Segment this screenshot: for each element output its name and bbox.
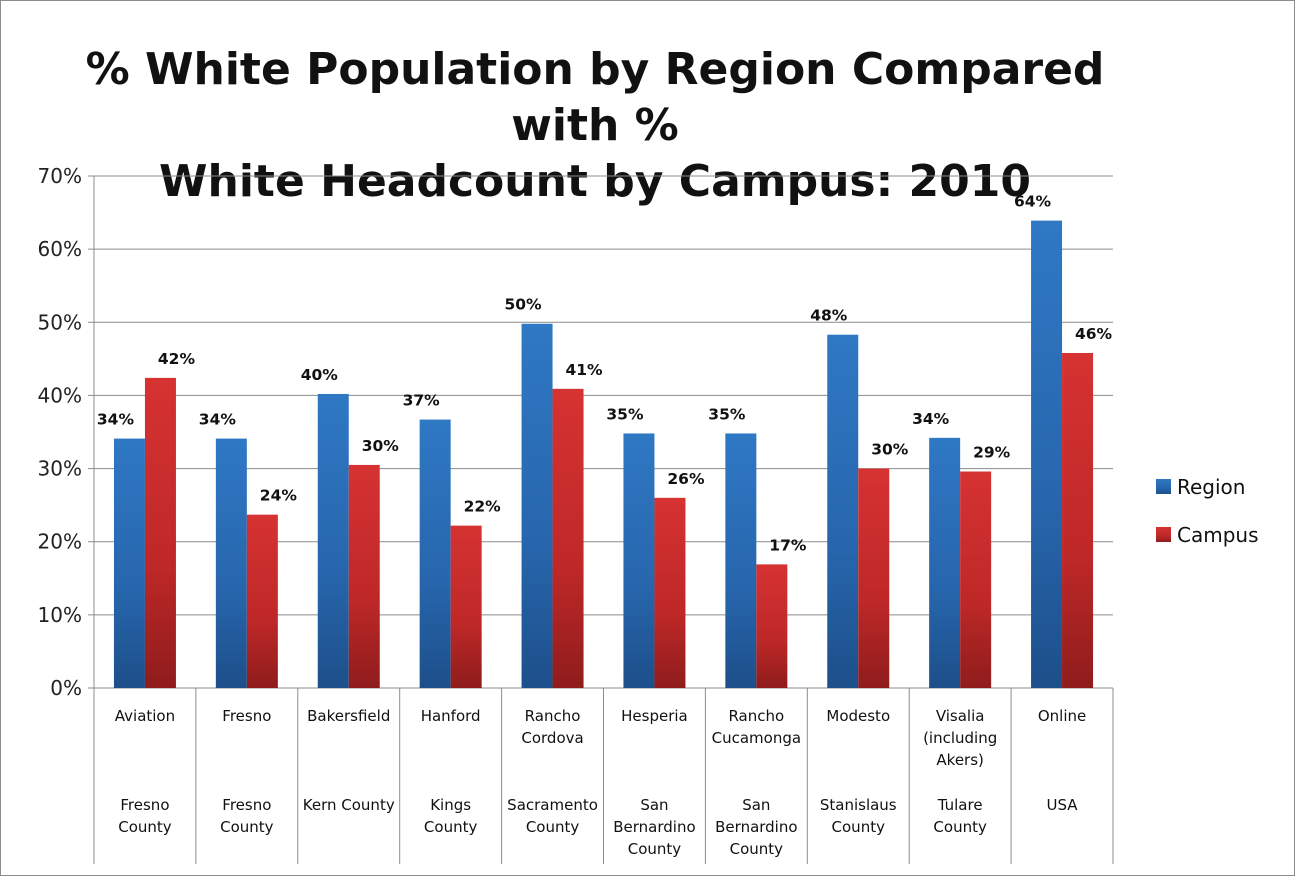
axes: 0% 10% 20% 30% 40% 50% 60% 70%	[38, 164, 1114, 864]
data-label-region: 40%	[301, 366, 339, 384]
data-label-campus: 46%	[1075, 325, 1113, 343]
chart-title: % White Population by Region Compared wi…	[40, 42, 1150, 210]
y-tick-label: 50%	[38, 310, 82, 334]
region-label: County	[832, 818, 886, 836]
legend-label-region: Region	[1177, 475, 1245, 499]
bar-region	[521, 323, 553, 688]
data-label-campus: 26%	[667, 470, 705, 488]
data-label-campus: 30%	[871, 441, 909, 459]
chart-title-line1: % White Population by Region Compared wi…	[85, 44, 1105, 151]
data-label-campus: 17%	[769, 536, 807, 554]
data-label-region: 34%	[97, 411, 135, 429]
campus-label: (including	[923, 729, 997, 747]
bar-campus	[756, 564, 788, 688]
legend: Region Campus	[1156, 475, 1259, 547]
campus-label: Modesto	[826, 707, 890, 725]
region-label: County	[424, 818, 478, 836]
legend-label-campus: Campus	[1177, 523, 1259, 547]
bar-campus	[960, 471, 992, 688]
campus-label: Rancho	[728, 707, 784, 725]
data-label-region: 34%	[912, 410, 950, 428]
campus-label: Online	[1038, 707, 1086, 725]
bar-region	[623, 433, 655, 688]
data-label-region: 48%	[810, 307, 848, 325]
data-label-region: 64%	[1014, 193, 1052, 211]
data-label-campus: 24%	[260, 487, 298, 505]
region-label: Bernardino	[715, 818, 797, 836]
region-label: County	[220, 818, 274, 836]
campus-label: Rancho	[525, 707, 581, 725]
region-label: Stanislaus	[820, 796, 897, 814]
bar-campus	[144, 377, 176, 688]
data-label-campus: 22%	[464, 498, 502, 516]
data-label-campus: 41%	[565, 361, 603, 379]
bar-region	[725, 433, 757, 688]
data-label-region: 37%	[403, 392, 441, 410]
bar-region	[317, 393, 349, 688]
region-label: County	[730, 840, 784, 858]
region-label: Kern County	[303, 796, 395, 814]
category-labels: Aviation Fresno County Fresno Fresno County Ba…	[115, 707, 1086, 858]
region-label: Sacramento	[507, 796, 598, 814]
y-tick-label: 40%	[38, 383, 82, 407]
campus-label: Cucamonga	[712, 729, 801, 747]
region-label: San	[640, 796, 668, 814]
region-label: Bernardino	[613, 818, 695, 836]
data-labels: 34% 42% 34% 24% 40% 30% 37% 22% 50% 41% 35% 26% 35% 1…	[97, 193, 1113, 555]
y-tick-label: 0%	[50, 676, 82, 700]
data-label-campus: 42%	[158, 350, 196, 368]
region-label: Fresno	[222, 796, 271, 814]
campus-label: Hesperia	[621, 707, 688, 725]
data-label-region: 50%	[504, 296, 542, 314]
y-tick-label: 30%	[38, 457, 82, 481]
bar-campus	[654, 497, 686, 688]
region-label: County	[628, 840, 682, 858]
region-label: USA	[1047, 796, 1079, 814]
legend-swatch-region	[1156, 479, 1171, 494]
bar-region	[215, 438, 247, 688]
data-label-region: 35%	[708, 405, 746, 423]
campus-label: Aviation	[115, 707, 175, 725]
bar-region	[113, 438, 145, 688]
campus-label: Fresno	[222, 707, 271, 725]
region-label: San	[742, 796, 770, 814]
data-label-region: 35%	[606, 405, 644, 423]
campus-label: Cordova	[521, 729, 583, 747]
bar-campus	[858, 468, 890, 688]
bar-campus	[1062, 353, 1094, 688]
data-label-campus: 30%	[362, 437, 400, 455]
y-tick-label: 60%	[38, 237, 82, 261]
region-label: County	[118, 818, 172, 836]
campus-label: Bakersfield	[307, 707, 390, 725]
bar-region	[419, 419, 451, 688]
bar-campus	[552, 388, 584, 688]
data-label-region: 34%	[199, 411, 237, 429]
y-tick-label: 70%	[38, 164, 82, 188]
bar-campus	[246, 514, 278, 688]
bar-region	[1031, 220, 1063, 689]
y-tick-label: 20%	[38, 530, 82, 554]
region-label: Tulare	[937, 796, 983, 814]
bar-campus	[348, 464, 380, 688]
campus-label: Visalia	[936, 707, 985, 725]
chart-title-line2: White Headcount by Campus: 2010	[158, 156, 1031, 207]
bars	[113, 220, 1094, 689]
data-label-campus: 29%	[973, 443, 1011, 461]
region-label: Kings	[430, 796, 471, 814]
campus-label: Hanford	[421, 707, 481, 725]
bar-region	[827, 334, 859, 688]
region-label: Fresno	[120, 796, 169, 814]
region-label: County	[526, 818, 580, 836]
y-tick-label: 10%	[38, 603, 82, 627]
bar-region	[929, 437, 961, 688]
region-label: County	[933, 818, 987, 836]
bar-campus	[450, 525, 482, 688]
legend-swatch-campus	[1156, 527, 1171, 542]
campus-label: Akers)	[936, 751, 983, 769]
